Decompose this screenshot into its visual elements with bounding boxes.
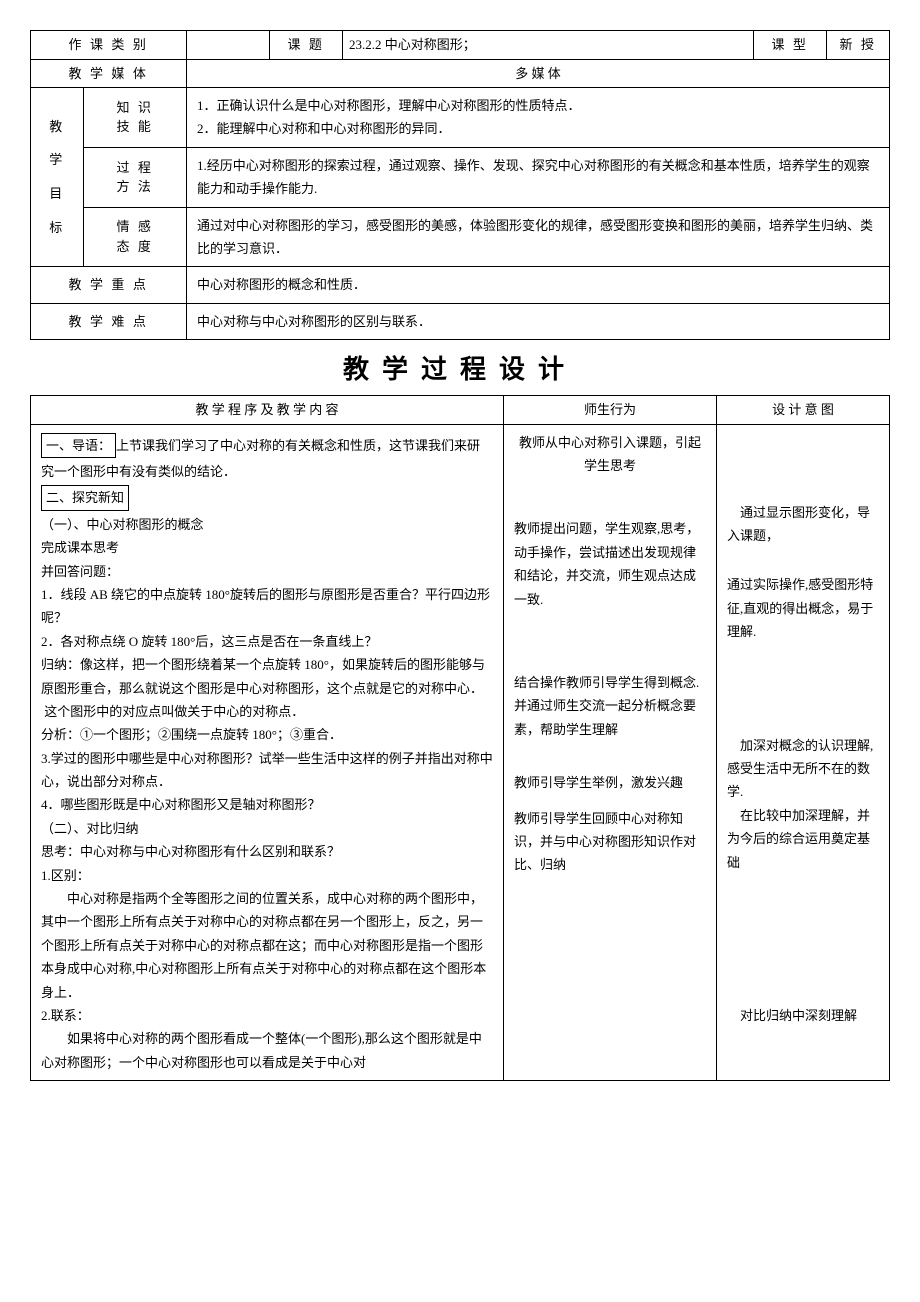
task-2: 并回答问题：	[41, 564, 119, 579]
topic-value: 23.2.2 中心对称图形；	[343, 31, 754, 60]
summary-text-2: 这个图形中的对应点叫做关于中心的对称点．	[41, 704, 304, 719]
keypoint-value: 中心对称图形的概念和性质．	[187, 267, 890, 303]
class-type-label: 课 型	[754, 31, 827, 60]
class-type-value: 新 授	[827, 31, 890, 60]
intent-5: 对比归纳中深刻理解	[727, 1004, 879, 1027]
intent-3: 加深对概念的认识理解,感受生活中无所不在的数学.	[727, 734, 879, 804]
media-label: 教 学 媒 体	[31, 59, 187, 88]
process-design-table: 教 学 程 序 及 教 学 内 容 师生行为 设 计 意 图 一、导语：上节课我…	[30, 395, 890, 1081]
lead-in-box: 一、导语：	[41, 433, 116, 458]
intent-2: 通过实际操作,感受图形特征,直观的得出概念，易于理解.	[727, 573, 879, 643]
design-title: 教学过程设计	[30, 350, 890, 389]
explore-box: 二、探究新知	[41, 485, 129, 510]
process-value: 1.经历中心对称图形的探索过程，通过观察、操作、发现、探究中心对称图形的有关概念…	[187, 147, 890, 207]
topic-label: 课 题	[270, 31, 343, 60]
think-text: 思考：中心对称与中心对称图形有什么区别和联系？	[41, 844, 340, 859]
question-4: 4．哪些图形既是中心对称图形又是轴对称图形？	[41, 797, 321, 812]
section-1-title: （一）、中心对称图形的概念	[41, 517, 204, 532]
behavior-2: 教师提出问题，学生观察,思考，动手操作，尝试描述出发现规律和结论，并交流，师生观…	[514, 517, 706, 611]
behavior-5: 教师引导学生回顾中心对称知识，并与中心对称图形知识作对比、归纳	[514, 807, 706, 877]
process-label: 过 程方 法	[84, 147, 187, 207]
difficulty-label: 教 学 难 点	[31, 303, 187, 339]
difficulty-value: 中心对称与中心对称图形的区别与联系．	[187, 303, 890, 339]
media-value: 多 媒 体	[187, 59, 890, 88]
lesson-header-table: 作 课 类 别 课 题 23.2.2 中心对称图形； 课 型 新 授 教 学 媒…	[30, 30, 890, 340]
proc-header-3: 设 计 意 图	[717, 396, 890, 425]
behavior-3: 结合操作教师引导学生得到概念.并通过师生交流一起分析概念要素，帮助学生理解	[514, 671, 706, 741]
diff-text: 中心对称是指两个全等图形之间的位置关系，成中心对称的两个图形中，其中一个图形上所…	[41, 887, 493, 1004]
knowledge-label: 知 识技 能	[84, 88, 187, 148]
proc-content-col: 一、导语：上节课我们学习了中心对称的有关概念和性质，这节课我们来研究一个图形中有…	[31, 424, 504, 1081]
intent-1: 通过显示图形变化，导入课题，	[727, 501, 879, 548]
link-label: 2.联系：	[41, 1008, 90, 1023]
attitude-value: 通过对中心对称图形的学习，感受图形的美感，体验图形变化的规律，感受图形变换和图形…	[187, 207, 890, 267]
link-text: 如果将中心对称的两个图形看成一个整体(一个图形),那么这个图形就是中心对称图形；…	[41, 1027, 493, 1074]
course-category-label: 作 课 类 别	[31, 31, 187, 60]
diff-label: 1.区别：	[41, 868, 90, 883]
summary-text: 归纳：像这样，把一个图形绕着某一个点旋转 180°，如果旋转后的图形能够与原图形…	[41, 657, 485, 695]
analysis-text: 分析：①一个图形；②围绕一点旋转 180°；③重合．	[41, 727, 342, 742]
question-2: 2．各对称点绕 O 旋转 180°后，这三点是否在一条直线上？	[41, 634, 377, 649]
attitude-label: 情 感态 度	[84, 207, 187, 267]
question-1: 1．线段 AB 绕它的中点旋转 180°旋转后的图形与原图形是否重合？平行四边形…	[41, 587, 490, 625]
task-1: 完成课本思考	[41, 540, 119, 555]
behavior-1: 教师从中心对称引入课题，引起学生思考	[514, 431, 706, 478]
goals-label: 教学目标	[31, 88, 84, 267]
question-3: 3.学过的图形中哪些是中心对称图形？试举一些生活中这样的例子并指出对称中心，说出…	[41, 751, 493, 789]
behavior-4: 教师引导学生举例，激发兴趣	[514, 771, 706, 794]
section-2-title: （二）、对比归纳	[41, 821, 139, 836]
proc-intent-col: 通过显示图形变化，导入课题， 通过实际操作,感受图形特征,直观的得出概念，易于理…	[717, 424, 890, 1081]
proc-header-2: 师生行为	[504, 396, 717, 425]
course-category-value	[187, 31, 270, 60]
proc-header-1: 教 学 程 序 及 教 学 内 容	[31, 396, 504, 425]
proc-behavior-col: 教师从中心对称引入课题，引起学生思考 教师提出问题，学生观察,思考，动手操作，尝…	[504, 424, 717, 1081]
intent-4: 在比较中加深理解，并为今后的综合运用奠定基础	[727, 804, 879, 874]
keypoint-label: 教 学 重 点	[31, 267, 187, 303]
knowledge-value: 1．正确认识什么是中心对称图形，理解中心对称图形的性质特点． 2．能理解中心对称…	[187, 88, 890, 148]
